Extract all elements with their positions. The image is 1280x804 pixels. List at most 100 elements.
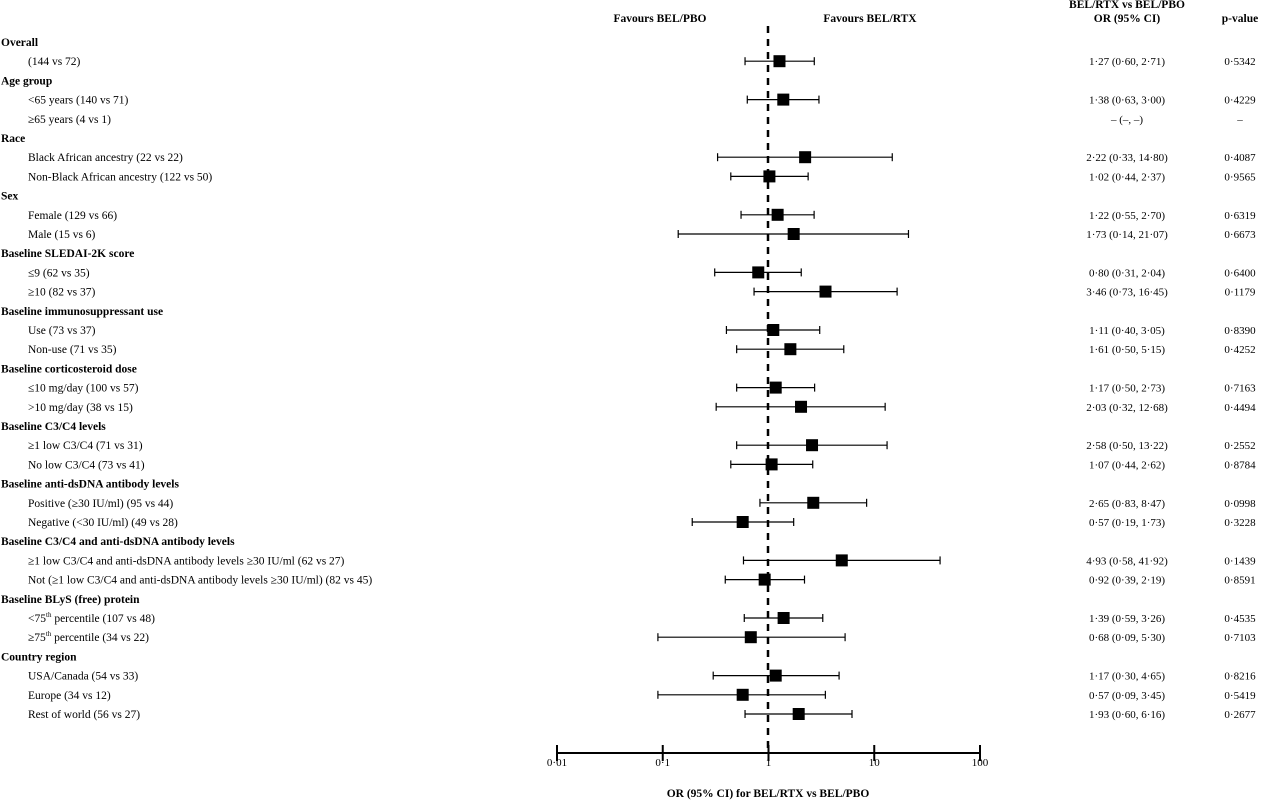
row-label: ≥1 low C3/C4 and anti-dsDNA antibody lev… [28, 555, 345, 567]
p-value: 0·1439 [1224, 555, 1256, 567]
point-estimate-marker [736, 688, 749, 701]
or-ci-value: 1·73 (0·14, 21·07) [1086, 229, 1168, 241]
subgroup-header: Country region [1, 651, 77, 663]
subgroup-header: Baseline immunosuppressant use [1, 306, 163, 318]
row-label: ≥65 years (4 vs 1) [28, 114, 111, 126]
favours-right-label: Favours BEL/RTX [823, 13, 917, 25]
p-value: 0·2677 [1224, 709, 1256, 721]
point-estimate-marker [777, 93, 790, 106]
p-value: 0·4087 [1224, 152, 1256, 164]
row-label: (144 vs 72) [28, 56, 81, 68]
point-estimate-marker [819, 285, 832, 298]
point-estimate-marker [787, 228, 800, 240]
p-value: 0·5342 [1224, 56, 1255, 68]
or-ci-value: 1·27 (0·60, 2·71) [1089, 56, 1165, 68]
x-tick-label: 10 [869, 757, 881, 769]
p-value: 0·9565 [1224, 171, 1256, 183]
point-estimate-marker [792, 708, 805, 720]
x-axis-label: OR (95% CI) for BEL/RTX vs BEL/PBO [667, 788, 870, 800]
or-ci-value: 1·17 (0·30, 4·65) [1089, 671, 1165, 683]
p-value: 0·7163 [1224, 383, 1256, 395]
subgroup-header: Sex [1, 191, 19, 203]
point-estimate-marker [769, 669, 782, 682]
row-label: <75th percentile (107 vs 48) [28, 611, 155, 625]
subgroup-header: Race [1, 133, 25, 145]
p-value: 0·8784 [1224, 459, 1256, 471]
subgroup-header: Overall [1, 37, 38, 49]
row-label: ≥75th percentile (34 vs 22) [28, 630, 149, 644]
point-estimate-marker [736, 516, 749, 528]
point-estimate-marker [763, 170, 776, 183]
or-ci-value: 1·38 (0·63, 3·00) [1089, 95, 1165, 107]
x-tick-label: 0·01 [547, 757, 567, 769]
row-label-superscript: th [46, 611, 52, 619]
p-value: 0·3228 [1224, 517, 1256, 529]
or-ci-value: 0·57 (0·09, 3·45) [1089, 690, 1165, 702]
point-estimate-marker [758, 573, 771, 586]
point-estimate-marker [765, 458, 778, 471]
or-ci-value: 0·80 (0·31, 2·04) [1089, 267, 1165, 279]
or-ci-value: 0·92 (0·39, 2·19) [1089, 575, 1165, 587]
p-value: 0·7103 [1224, 632, 1256, 644]
point-estimate-marker [806, 439, 819, 452]
row-label: Not (≥1 low C3/C4 and anti-dsDNA antibod… [28, 575, 372, 587]
row-label-text: <75 [28, 613, 46, 625]
subgroup-header: Baseline C3/C4 levels [1, 421, 106, 433]
subgroup-header: Baseline corticosteroid dose [1, 363, 137, 375]
or-ci-value: 1·17 (0·50, 2·73) [1089, 383, 1165, 395]
or-ci-value: 0·68 (0·09, 5·30) [1089, 632, 1165, 644]
row-label-rest: percentile (107 vs 48) [51, 613, 155, 625]
row-label: USA/Canada (54 vs 33) [28, 671, 138, 683]
row-label: Europe (34 vs 12) [28, 690, 111, 702]
row-label: >10 mg/day (38 vs 15) [28, 402, 133, 414]
subgroup-header: Baseline C3/C4 and anti-dsDNA antibody l… [1, 536, 235, 548]
point-estimate-marker [784, 343, 797, 356]
or-ci-value: 1·39 (0·59, 3·26) [1089, 613, 1165, 625]
row-label: Non-use (71 vs 35) [28, 344, 117, 356]
row-label: No low C3/C4 (73 vs 41) [28, 459, 145, 471]
p-value: 0·4252 [1224, 344, 1255, 356]
p-value: 0·6400 [1224, 267, 1256, 279]
or-ci-value: 1·11 (0·40, 3·05) [1089, 325, 1165, 337]
or-ci-value: 1·07 (0·44, 2·62) [1089, 459, 1165, 471]
or-ci-value: 3·46 (0·73, 16·45) [1086, 287, 1168, 299]
subgroup-header: Baseline anti-dsDNA antibody levels [1, 479, 179, 491]
or-ci-value: 2·65 (0·83, 8·47) [1089, 498, 1165, 510]
subgroup-header: Baseline SLEDAI-2K score [1, 248, 134, 260]
p-value: 0·6319 [1224, 210, 1256, 222]
or-column-header-line1: BEL/RTX vs BEL/PBO [1069, 0, 1185, 11]
x-tick-label: 0·1 [655, 757, 670, 769]
point-estimate-marker [771, 208, 784, 221]
or-ci-value: – (–, –) [1110, 114, 1143, 126]
row-label: ≥10 (82 vs 37) [28, 287, 95, 299]
or-ci-value: 1·93 (0·60, 6·16) [1089, 709, 1165, 721]
row-label: Female (129 vs 66) [28, 210, 117, 222]
or-column-header-line2: OR (95% CI) [1094, 13, 1161, 25]
point-estimate-marker [767, 324, 780, 336]
row-label-superscript: th [46, 630, 52, 638]
point-estimate-marker [807, 496, 820, 509]
or-ci-value: 1·61 (0·50, 5·15) [1089, 344, 1165, 356]
point-estimate-marker [752, 266, 765, 279]
x-axis: 0·01 0·1 1 10 100 [547, 745, 989, 769]
row-label: Positive (≥30 IU/ml) (95 vs 44) [28, 498, 173, 510]
column-headers: Favours BEL/PBO Favours BEL/RTX BEL/RTX … [614, 0, 1259, 25]
row-label: Male (15 vs 6) [28, 229, 96, 241]
p-value: 0·8216 [1224, 671, 1256, 683]
or-ci-value: 1·22 (0·55, 2·70) [1089, 210, 1165, 222]
x-tick-label: 100 [972, 757, 989, 769]
point-estimate-marker [835, 554, 848, 567]
subgroup-header: Baseline BLyS (free) protein [1, 594, 140, 606]
p-value: 0·8591 [1224, 575, 1255, 587]
or-ci-value: 0·57 (0·19, 1·73) [1089, 517, 1165, 529]
p-value: 0·4494 [1224, 402, 1256, 414]
p-value: 0·5419 [1224, 690, 1256, 702]
p-value: 0·4229 [1224, 95, 1256, 107]
p-value: – [1236, 114, 1243, 126]
row-label: Black African ancestry (22 vs 22) [28, 152, 183, 164]
row-label: ≤10 mg/day (100 vs 57) [28, 383, 139, 395]
favours-left-label: Favours BEL/PBO [614, 13, 707, 25]
or-ci-value: 2·22 (0·33, 14·80) [1086, 152, 1168, 164]
subgroup-header: Age group [1, 75, 52, 87]
